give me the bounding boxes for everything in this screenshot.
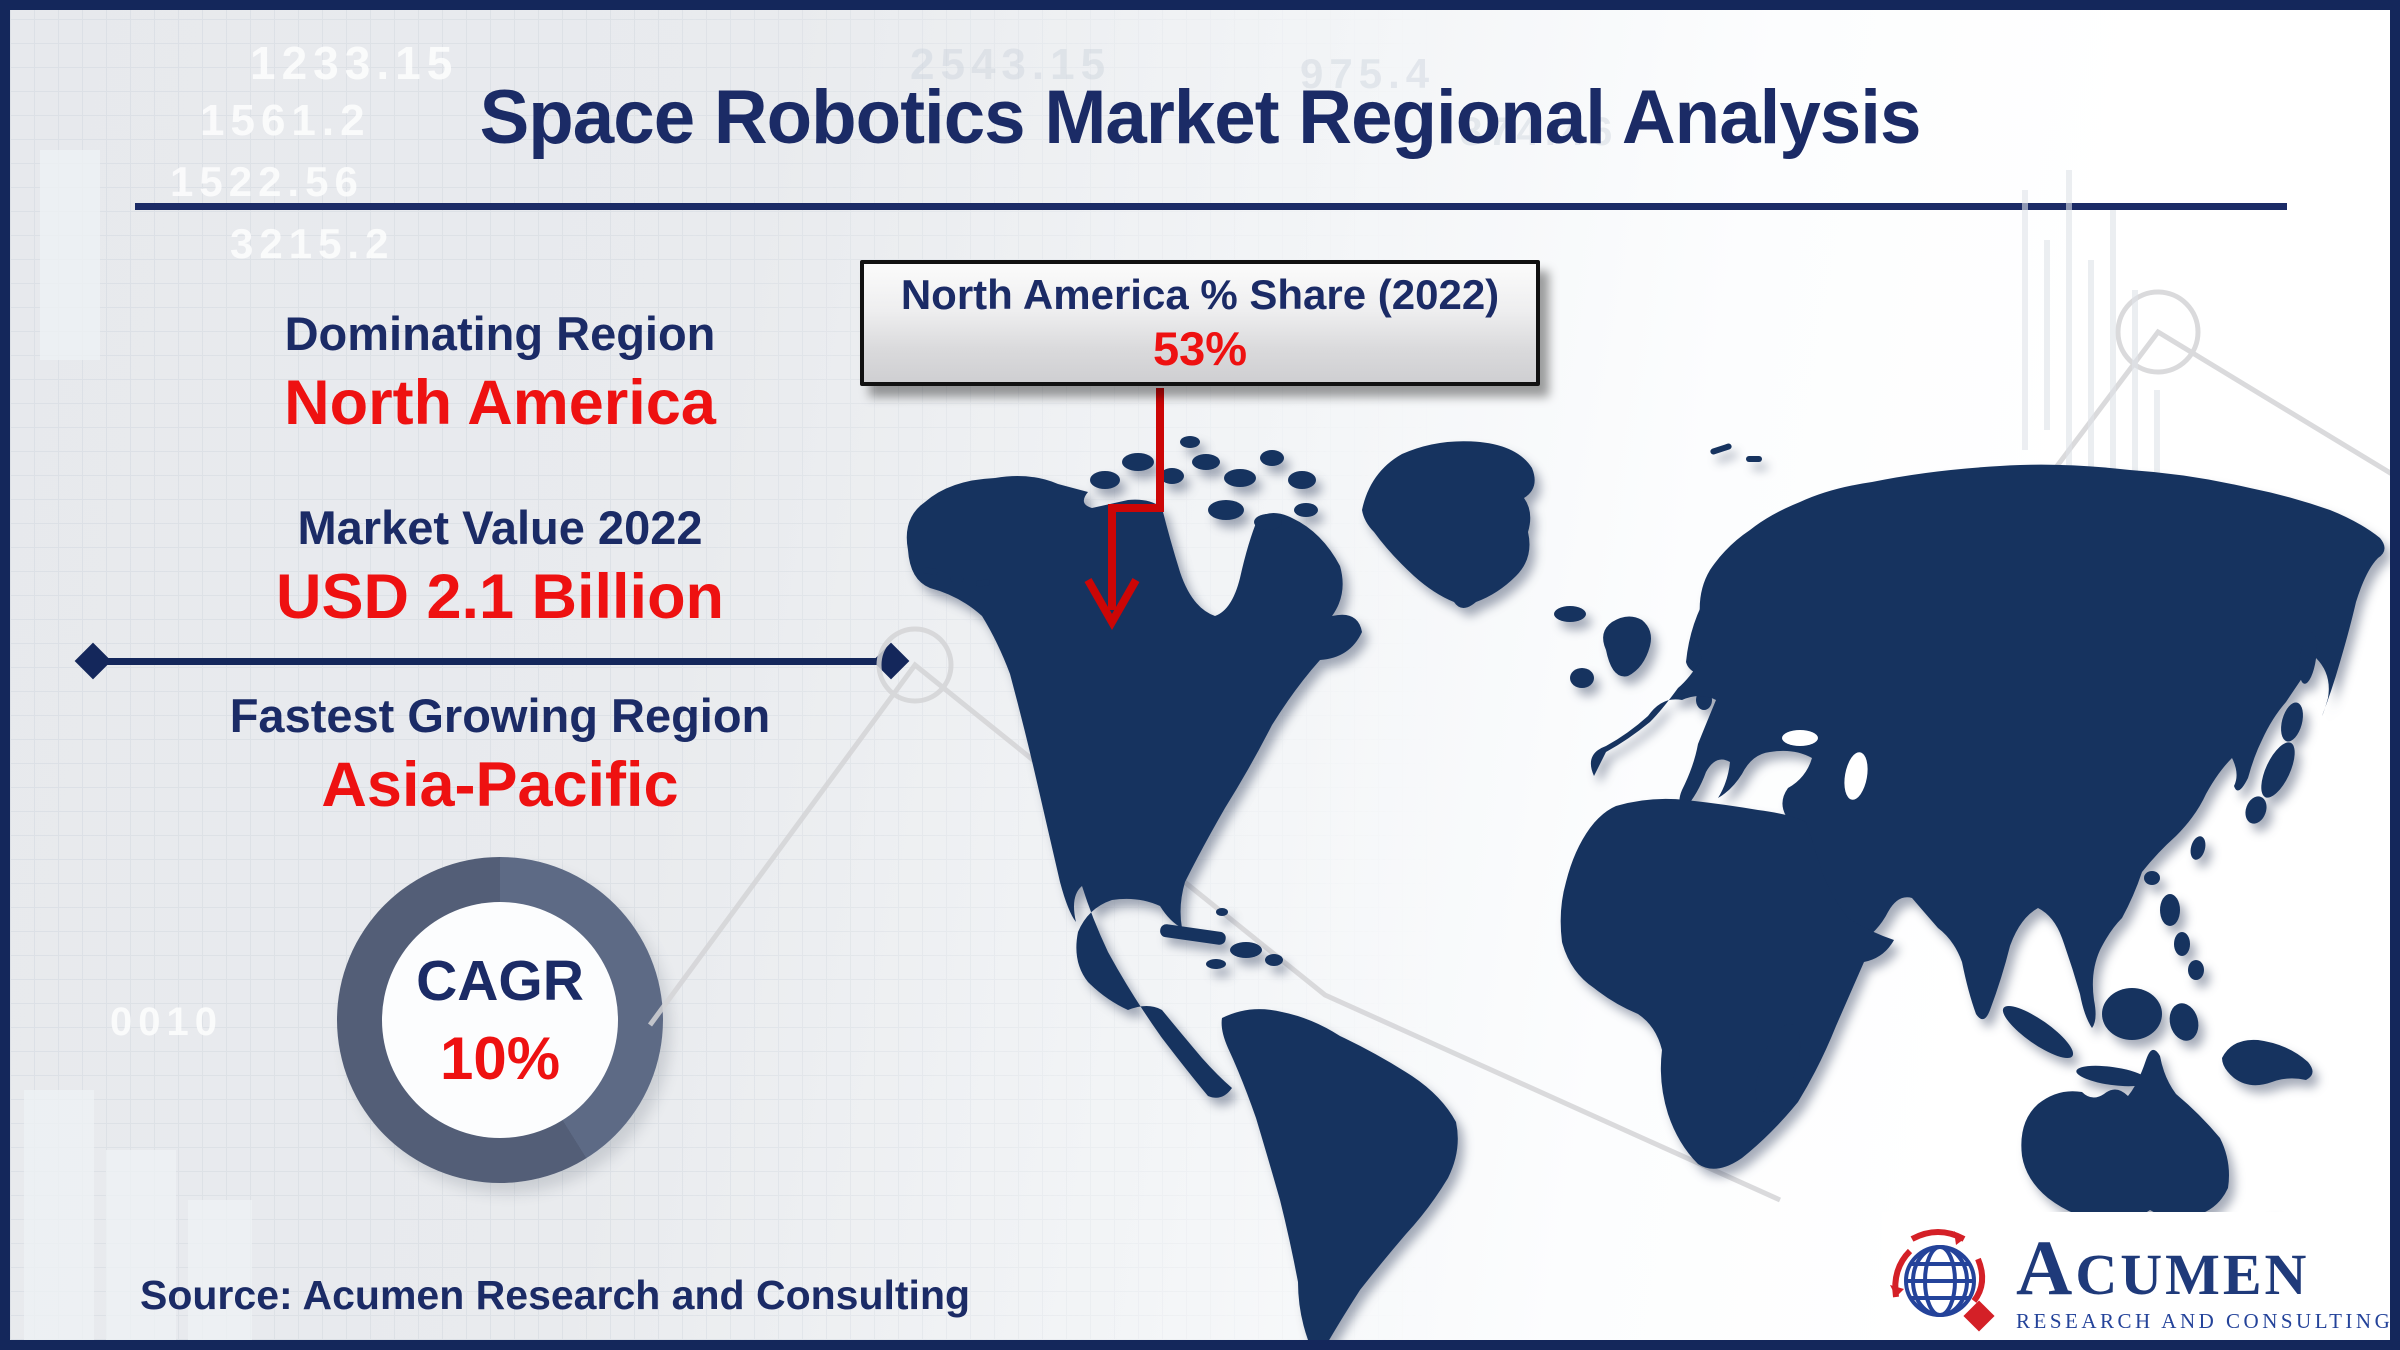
source-attribution: Source: Acumen Research and Consulting (140, 1272, 971, 1318)
world-map (647, 170, 2390, 1340)
logo-brand-rest: CUMEN (2075, 1241, 2310, 1307)
cagr-value: 10% (439, 1024, 561, 1092)
callout-title: North America % Share (2022) (900, 270, 1500, 318)
acumen-logo: ACUMEN RESEARCH AND CONSULTING (1882, 1212, 2394, 1340)
horizontal-divider-arrow (74, 642, 910, 680)
cagr-donut-chart: CAGR 10% (337, 857, 663, 1183)
fastest-growing-label: Fastest Growing Region (229, 689, 771, 742)
logo-initial: A (2016, 1223, 2076, 1311)
cagr-label: CAGR (416, 948, 584, 1013)
fastest-growing-value: Asia-Pacific (321, 750, 679, 820)
continents (906, 436, 2385, 1340)
market-value-label: Market Value 2022 (297, 501, 703, 554)
callout-pointer-arrow (1084, 388, 1164, 631)
logo-tagline: RESEARCH AND CONSULTING (2016, 1308, 2394, 1333)
logo-brand-name: ACUMEN (2016, 1228, 2390, 1307)
market-value-value: USD 2.1 Billion (275, 562, 725, 632)
stat-dominating-region: Dominating Region North America (70, 306, 930, 439)
cagr-donut-center: CAGR 10% (382, 902, 618, 1138)
page-title: Space Robotics Market Regional Analysis (479, 75, 1922, 160)
north-america-share-callout: North America % Share (2022) 53% (860, 260, 1540, 386)
callout-value: 53% (1152, 321, 1248, 375)
logo-text: ACUMEN RESEARCH AND CONSULTING (2016, 1228, 2394, 1334)
dominating-region-value: North America (284, 368, 716, 438)
title-underline (135, 203, 2287, 210)
dominating-region-label: Dominating Region (284, 307, 716, 360)
stat-fastest-growing: Fastest Growing Region Asia-Pacific (70, 688, 930, 821)
stat-market-value: Market Value 2022 USD 2.1 Billion (70, 500, 930, 633)
globe-icon (1890, 1229, 1995, 1332)
